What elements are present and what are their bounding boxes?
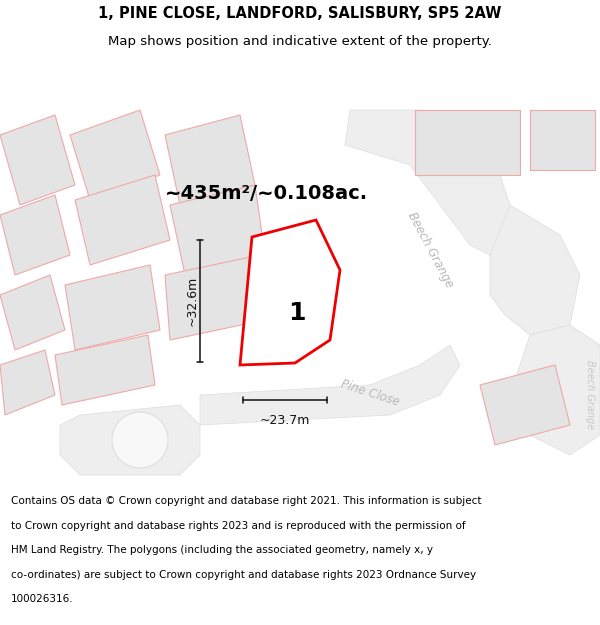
Text: ~23.7m: ~23.7m	[260, 414, 310, 427]
Text: to Crown copyright and database rights 2023 and is reproduced with the permissio: to Crown copyright and database rights 2…	[11, 521, 466, 531]
Text: 1: 1	[288, 301, 306, 325]
Circle shape	[112, 412, 168, 468]
Polygon shape	[530, 110, 595, 170]
Polygon shape	[60, 405, 200, 475]
Polygon shape	[0, 115, 75, 205]
Polygon shape	[480, 365, 570, 445]
Text: ~435m²/~0.108ac.: ~435m²/~0.108ac.	[165, 184, 368, 203]
Text: Contains OS data © Crown copyright and database right 2021. This information is : Contains OS data © Crown copyright and d…	[11, 496, 481, 506]
Text: 100026316.: 100026316.	[11, 594, 73, 604]
Polygon shape	[0, 195, 70, 275]
Text: ~32.6m: ~32.6m	[185, 276, 199, 326]
Text: Beech Grange: Beech Grange	[404, 210, 455, 290]
Text: 1, PINE CLOSE, LANDFORD, SALISBURY, SP5 2AW: 1, PINE CLOSE, LANDFORD, SALISBURY, SP5 …	[98, 6, 502, 21]
Polygon shape	[70, 110, 160, 200]
Polygon shape	[345, 110, 510, 255]
Polygon shape	[170, 185, 265, 275]
Text: Map shows position and indicative extent of the property.: Map shows position and indicative extent…	[108, 35, 492, 48]
Text: Pine Close: Pine Close	[339, 378, 401, 409]
Text: Beech Grange: Beech Grange	[585, 361, 595, 429]
Polygon shape	[490, 205, 580, 335]
Polygon shape	[0, 275, 65, 350]
Polygon shape	[165, 255, 265, 340]
Text: co-ordinates) are subject to Crown copyright and database rights 2023 Ordnance S: co-ordinates) are subject to Crown copyr…	[11, 570, 476, 580]
Polygon shape	[258, 263, 318, 327]
Polygon shape	[0, 350, 55, 415]
Polygon shape	[65, 265, 160, 350]
Polygon shape	[510, 325, 600, 455]
Polygon shape	[415, 110, 520, 175]
Polygon shape	[75, 175, 170, 265]
Polygon shape	[240, 220, 340, 365]
Polygon shape	[55, 335, 155, 405]
Text: HM Land Registry. The polygons (including the associated geometry, namely x, y: HM Land Registry. The polygons (includin…	[11, 545, 433, 555]
Polygon shape	[200, 345, 460, 425]
Polygon shape	[165, 115, 255, 205]
